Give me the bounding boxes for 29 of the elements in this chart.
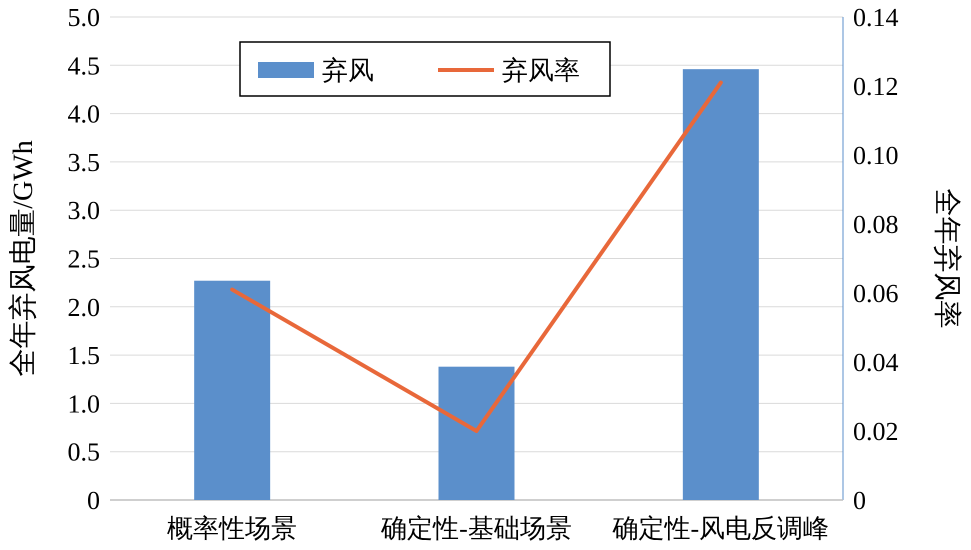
- y-tick-label: 5.0: [68, 3, 100, 32]
- y-tick-label: 4.0: [68, 100, 100, 129]
- y2-tick-label: 0: [853, 486, 866, 515]
- y-tick-label: 0: [87, 486, 100, 515]
- y2-tick-label: 0.04: [853, 348, 898, 377]
- y2-tick-label: 0.10: [853, 141, 898, 170]
- y-tick-label: 3.0: [68, 196, 100, 226]
- x-tick-label: 确定性-风电反调峰: [611, 514, 830, 543]
- x-tick-label: 确定性-基础场景: [380, 514, 572, 543]
- x-tick-label: 概率性场景: [167, 514, 298, 543]
- legend-label: 弃风: [322, 56, 374, 85]
- y-tick-label: 4.5: [68, 51, 100, 80]
- y-tick-label: 1.5: [68, 341, 100, 370]
- y2-tick-label: 0.06: [853, 279, 898, 308]
- y-tick-label: 0.5: [68, 438, 100, 467]
- y-tick-label: 2.5: [68, 244, 100, 274]
- y2-tick-label: 0.08: [853, 210, 898, 239]
- y2-tick-label: 0.12: [853, 72, 898, 101]
- y-axis-title: 全年弃风电量/GWh: [8, 140, 39, 377]
- y-tick-label: 2.0: [68, 292, 100, 322]
- y2-tick-label: 0.02: [853, 417, 898, 446]
- legend-label: 弃风率: [502, 56, 580, 85]
- y-tick-label: 1.0: [68, 389, 100, 418]
- bar: [438, 366, 514, 500]
- bar: [194, 280, 270, 500]
- bar: [682, 69, 759, 500]
- y2-tick-label: 0.14: [853, 3, 898, 32]
- y2-axis-title: 全年弃风率: [931, 188, 962, 328]
- y-tick-label: 3.5: [68, 148, 100, 177]
